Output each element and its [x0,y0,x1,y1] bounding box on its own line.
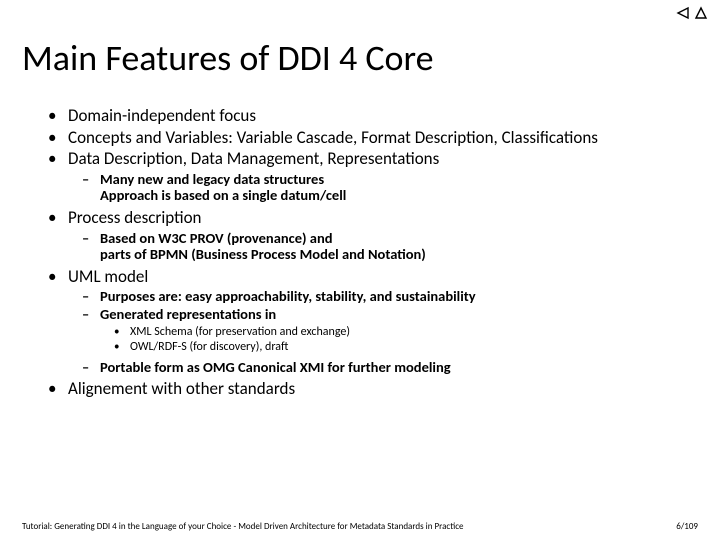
bullet-item: Alignement with other standards [40,379,698,399]
sub-list: Many new and legacy data structures Appr… [68,171,698,204]
bullet-text: Concepts and Variables: Variable Cascade… [68,127,598,148]
subsub-text: XML Schema (for preservation and exchang… [130,325,350,339]
sub-item: Many new and legacy data structures Appr… [68,171,698,204]
slide-footer: Tutorial: Generating DDI 4 in the Langua… [22,521,698,532]
bullet-item: Process description Based on W3C PROV (p… [40,208,698,263]
subsub-text: OWL/RDF-S (for discovery), draft [130,340,288,354]
bullet-item: Domain-independent focus [40,106,698,126]
sub-text: Approach is based on a single datum/cell [100,187,698,204]
sub-text: Many new and legacy data structures [100,171,698,188]
bullet-text: Alignement with other standards [68,378,295,399]
bullet-list: Domain-independent focus Concepts and Va… [40,106,698,399]
sub-list: Based on W3C PROV (provenance) and parts… [68,230,698,263]
next-slide-icon[interactable] [694,6,708,20]
bullet-item: Data Description, Data Management, Repre… [40,149,698,204]
sub-text: Portable form as OMG Canonical XMI for f… [100,358,451,376]
footer-text: Tutorial: Generating DDI 4 in the Langua… [22,521,464,532]
bullet-text: Domain-independent focus [68,105,256,126]
slide-content: Domain-independent focus Concepts and Va… [22,106,698,399]
bullet-text: Data Description, Data Management, Repre… [68,148,439,169]
bullet-text: UML model [68,266,148,287]
page-number: 6/109 [676,521,698,532]
nav-controls [676,6,708,20]
sub-text: Purposes are: easy approachability, stab… [100,287,476,305]
sub-text: Generated representations in [100,305,276,323]
subsub-item: XML Schema (for preservation and exchang… [100,325,698,339]
prev-slide-icon[interactable] [676,6,690,20]
bullet-item: Concepts and Variables: Variable Cascade… [40,128,698,148]
bullet-item: UML model Purposes are: easy approachabi… [40,267,698,375]
slide-body: Main Features of DDI 4 Core Domain-indep… [0,0,720,399]
sub-item: Based on W3C PROV (provenance) and parts… [68,230,698,263]
sub-item: Purposes are: easy approachability, stab… [68,288,698,305]
slide-title: Main Features of DDI 4 Core [22,36,698,80]
subsub-item: OWL/RDF-S (for discovery), draft [100,340,698,354]
subsub-list: XML Schema (for preservation and exchang… [100,325,698,355]
sub-item: Generated representations in XML Schema … [68,306,698,354]
sub-text: Based on W3C PROV (provenance) and [100,230,698,247]
sub-item: Portable form as OMG Canonical XMI for f… [68,359,698,376]
bullet-text: Process description [68,207,201,228]
sub-list: Purposes are: easy approachability, stab… [68,288,698,375]
sub-text: parts of BPMN (Business Process Model an… [100,246,698,263]
